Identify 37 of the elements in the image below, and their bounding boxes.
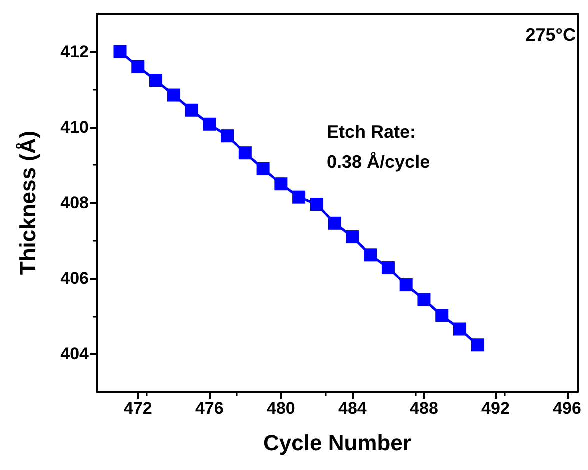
x-tick-label: 484	[338, 399, 368, 418]
point	[436, 309, 449, 322]
x-tick-label: 492	[482, 399, 510, 418]
point	[292, 190, 306, 204]
x-tick-label: 476	[195, 399, 224, 418]
point	[114, 45, 127, 58]
point	[274, 178, 288, 191]
x-tick-label: 496	[553, 399, 582, 418]
point	[471, 338, 484, 352]
x-axis-title: Cycle Number	[264, 430, 412, 456]
y-axis-title: Thickness (Å)	[16, 130, 40, 276]
x-tick-label: 480	[266, 399, 296, 418]
point	[328, 216, 342, 230]
annotation: 275°C	[526, 25, 576, 45]
point	[150, 74, 163, 88]
point	[453, 322, 466, 336]
y-tick-label: 404	[60, 344, 90, 364]
annotation: Etch Rate: 0.38 Å/cycle	[327, 122, 430, 172]
point	[132, 60, 145, 74]
y-tick-label: 406	[60, 269, 89, 288]
y-tick-label: 408	[60, 194, 89, 212]
point	[238, 146, 252, 160]
point	[185, 104, 198, 117]
point	[256, 162, 270, 176]
x-tick-label: 472	[124, 399, 152, 418]
point	[167, 88, 180, 102]
point	[400, 278, 413, 292]
point	[346, 230, 360, 244]
point	[221, 130, 234, 143]
point	[364, 248, 378, 262]
point	[310, 198, 324, 212]
point	[203, 118, 216, 131]
x-tick-label: 488	[410, 399, 438, 418]
y-tick-label: 412	[60, 42, 89, 62]
point	[382, 262, 395, 275]
y-tick-label: 410	[60, 118, 89, 137]
point	[418, 293, 431, 306]
